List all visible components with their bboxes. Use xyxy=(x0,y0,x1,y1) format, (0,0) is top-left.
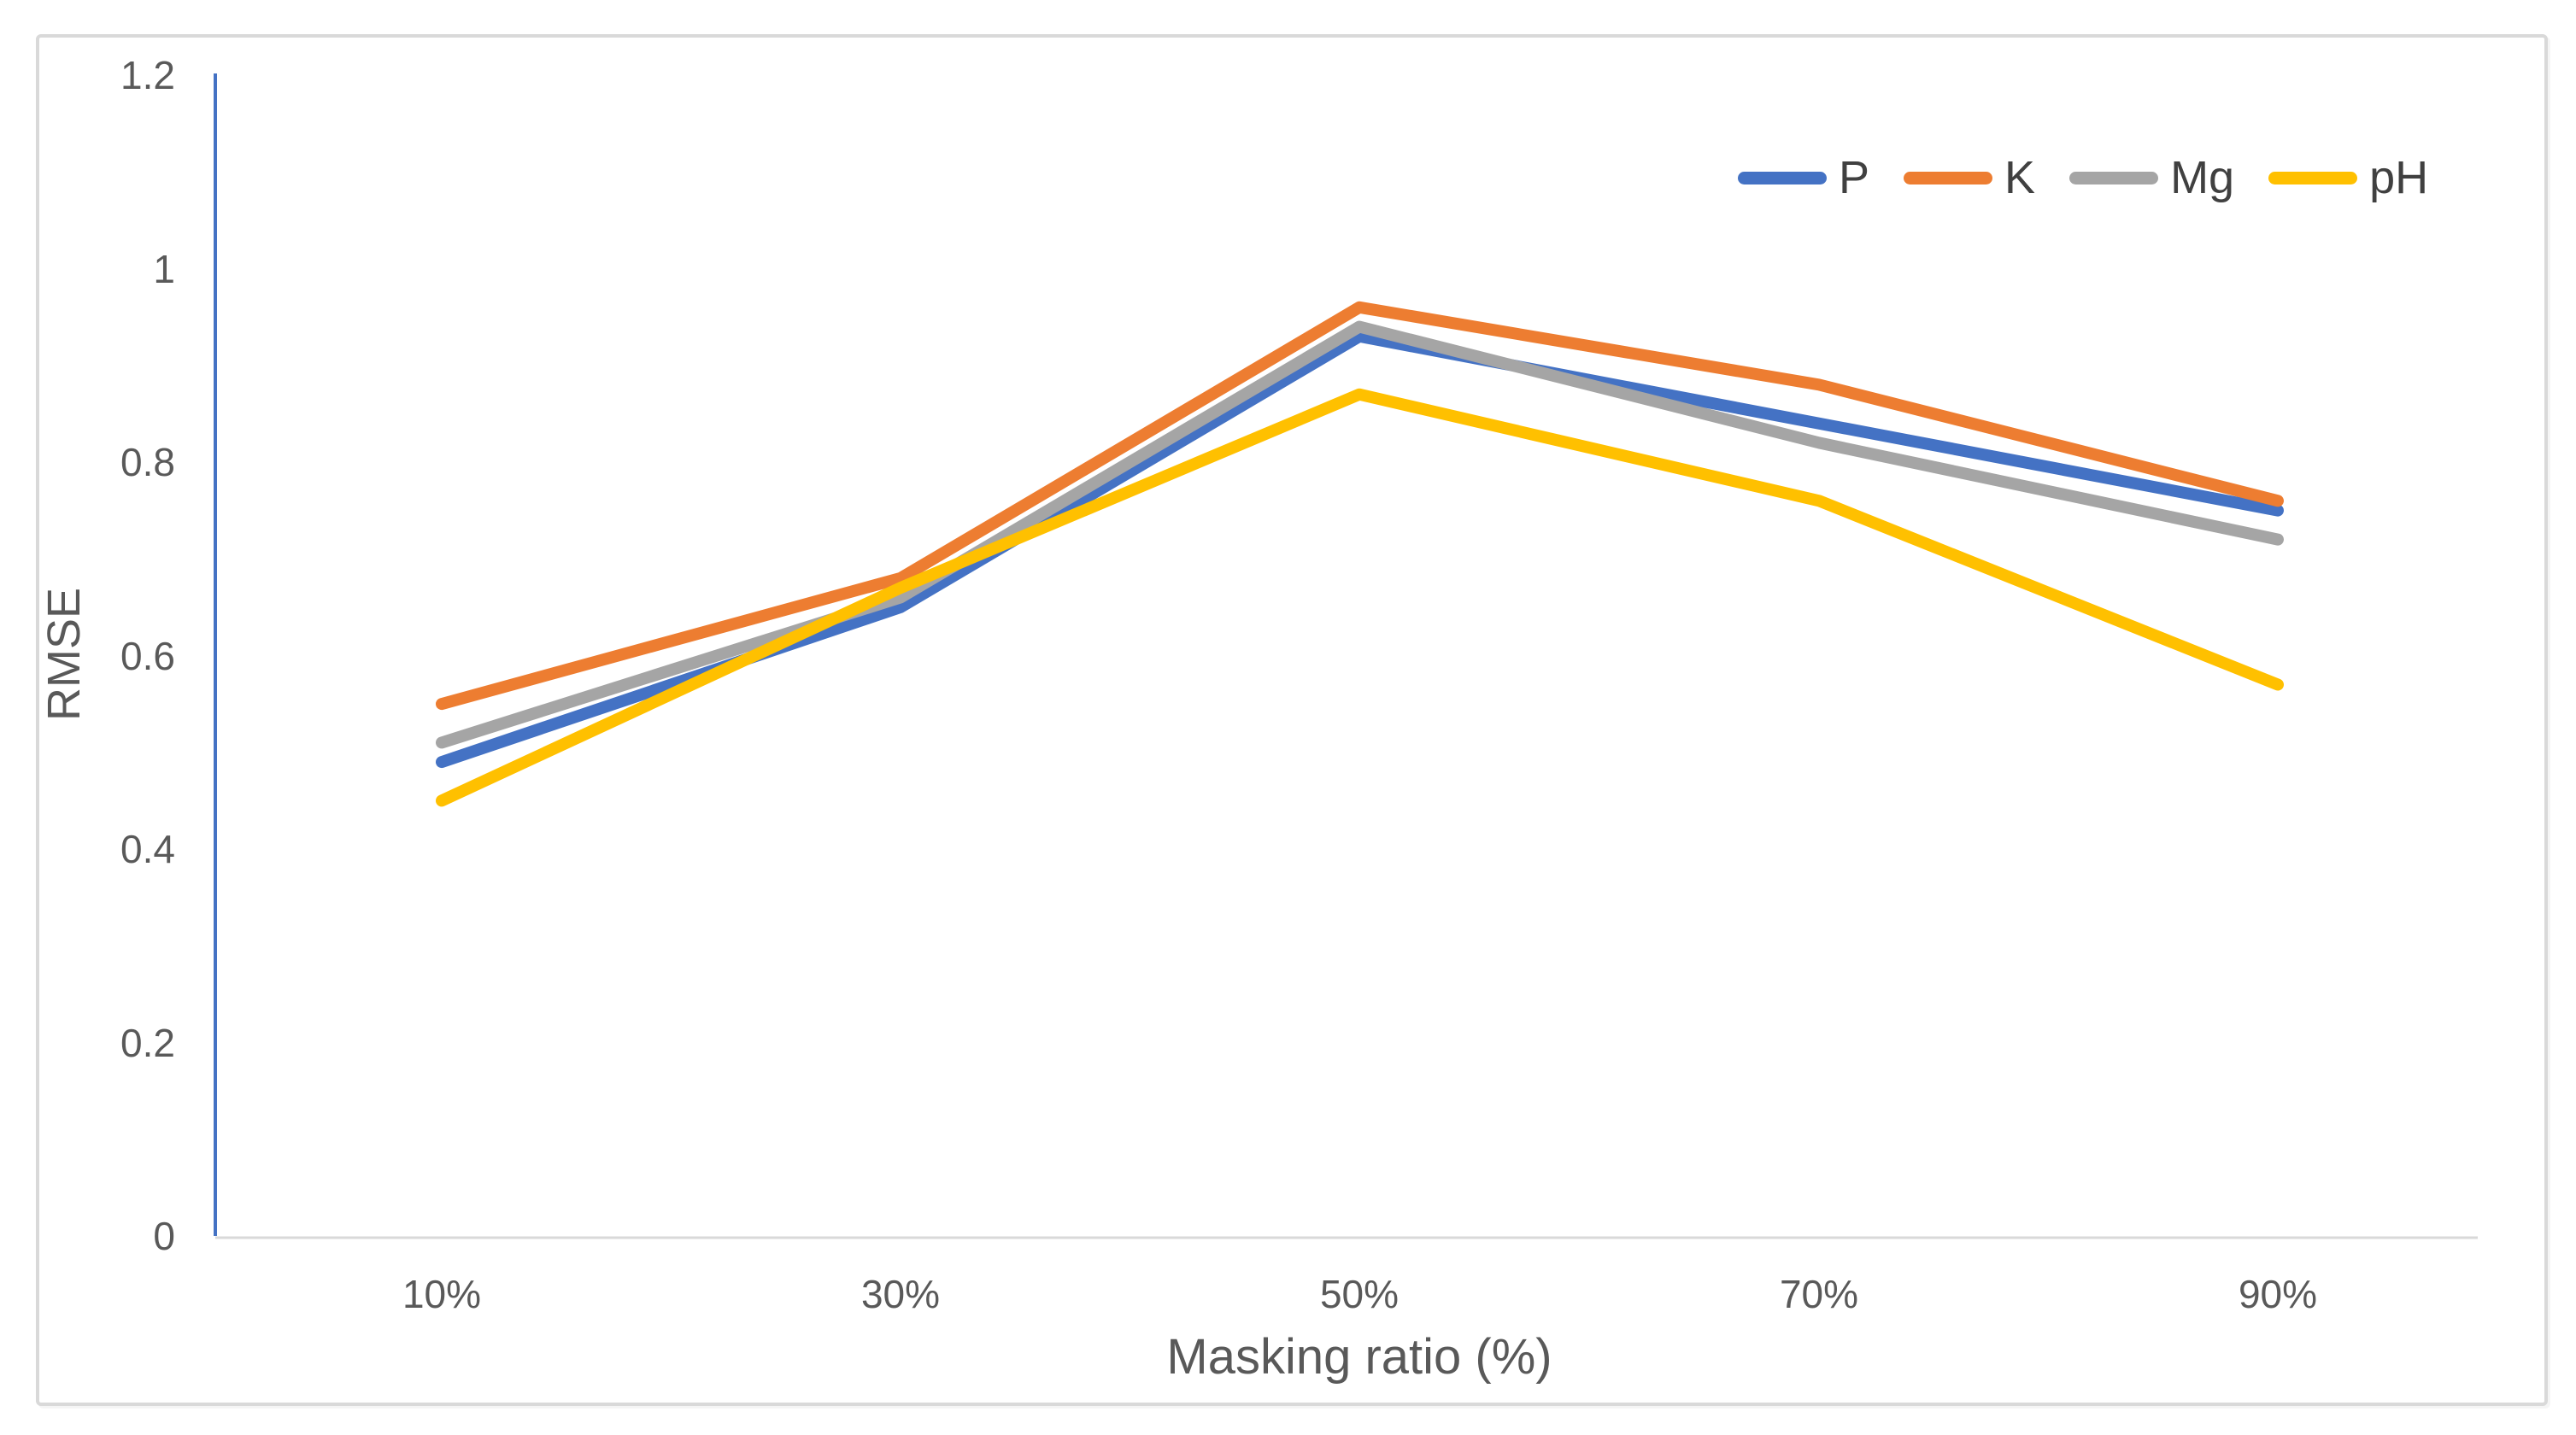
legend-label: K xyxy=(2004,152,2036,203)
y-tick-label: 0.4 xyxy=(120,827,175,871)
x-tick-label: 10% xyxy=(402,1272,482,1316)
y-tick-label: 0.2 xyxy=(120,1020,175,1065)
series-line-pH xyxy=(436,388,2284,807)
y-tick-label: 1 xyxy=(153,246,175,291)
legend-swatch-P xyxy=(1738,171,1827,184)
legend-item-pH: pH xyxy=(2268,151,2428,204)
legend-label: P xyxy=(1839,152,1870,203)
legend-item-K: K xyxy=(1904,151,2035,204)
legend-swatch-K xyxy=(1904,171,1993,184)
y-tick-label: 0.6 xyxy=(120,633,175,678)
legend-swatch-Mg xyxy=(2069,171,2159,184)
legend-label: Mg xyxy=(2170,152,2235,203)
x-tick-label: 70% xyxy=(1779,1272,1859,1316)
series-line-K xyxy=(436,301,2284,711)
legend-item-Mg: Mg xyxy=(2069,151,2234,204)
legend-label: pH xyxy=(2369,152,2429,203)
legend: P K Mg pH xyxy=(1738,145,2428,210)
chart-frame xyxy=(36,34,2548,1406)
y-tick-label: 1.2 xyxy=(120,53,175,97)
legend-swatch-pH xyxy=(2268,171,2358,184)
x-axis-title: Masking ratio (%) xyxy=(1166,1329,1552,1385)
x-tick-label: 50% xyxy=(1319,1272,1399,1316)
y-tick-label: 0.8 xyxy=(120,440,175,484)
series-line-Mg xyxy=(436,320,2284,749)
x-tick-label: 30% xyxy=(860,1272,941,1316)
y-axis-title: RMSE xyxy=(38,588,90,722)
x-tick-label: 90% xyxy=(2238,1272,2318,1316)
legend-item-P: P xyxy=(1738,151,1869,204)
y-tick-label: 0 xyxy=(153,1214,175,1258)
